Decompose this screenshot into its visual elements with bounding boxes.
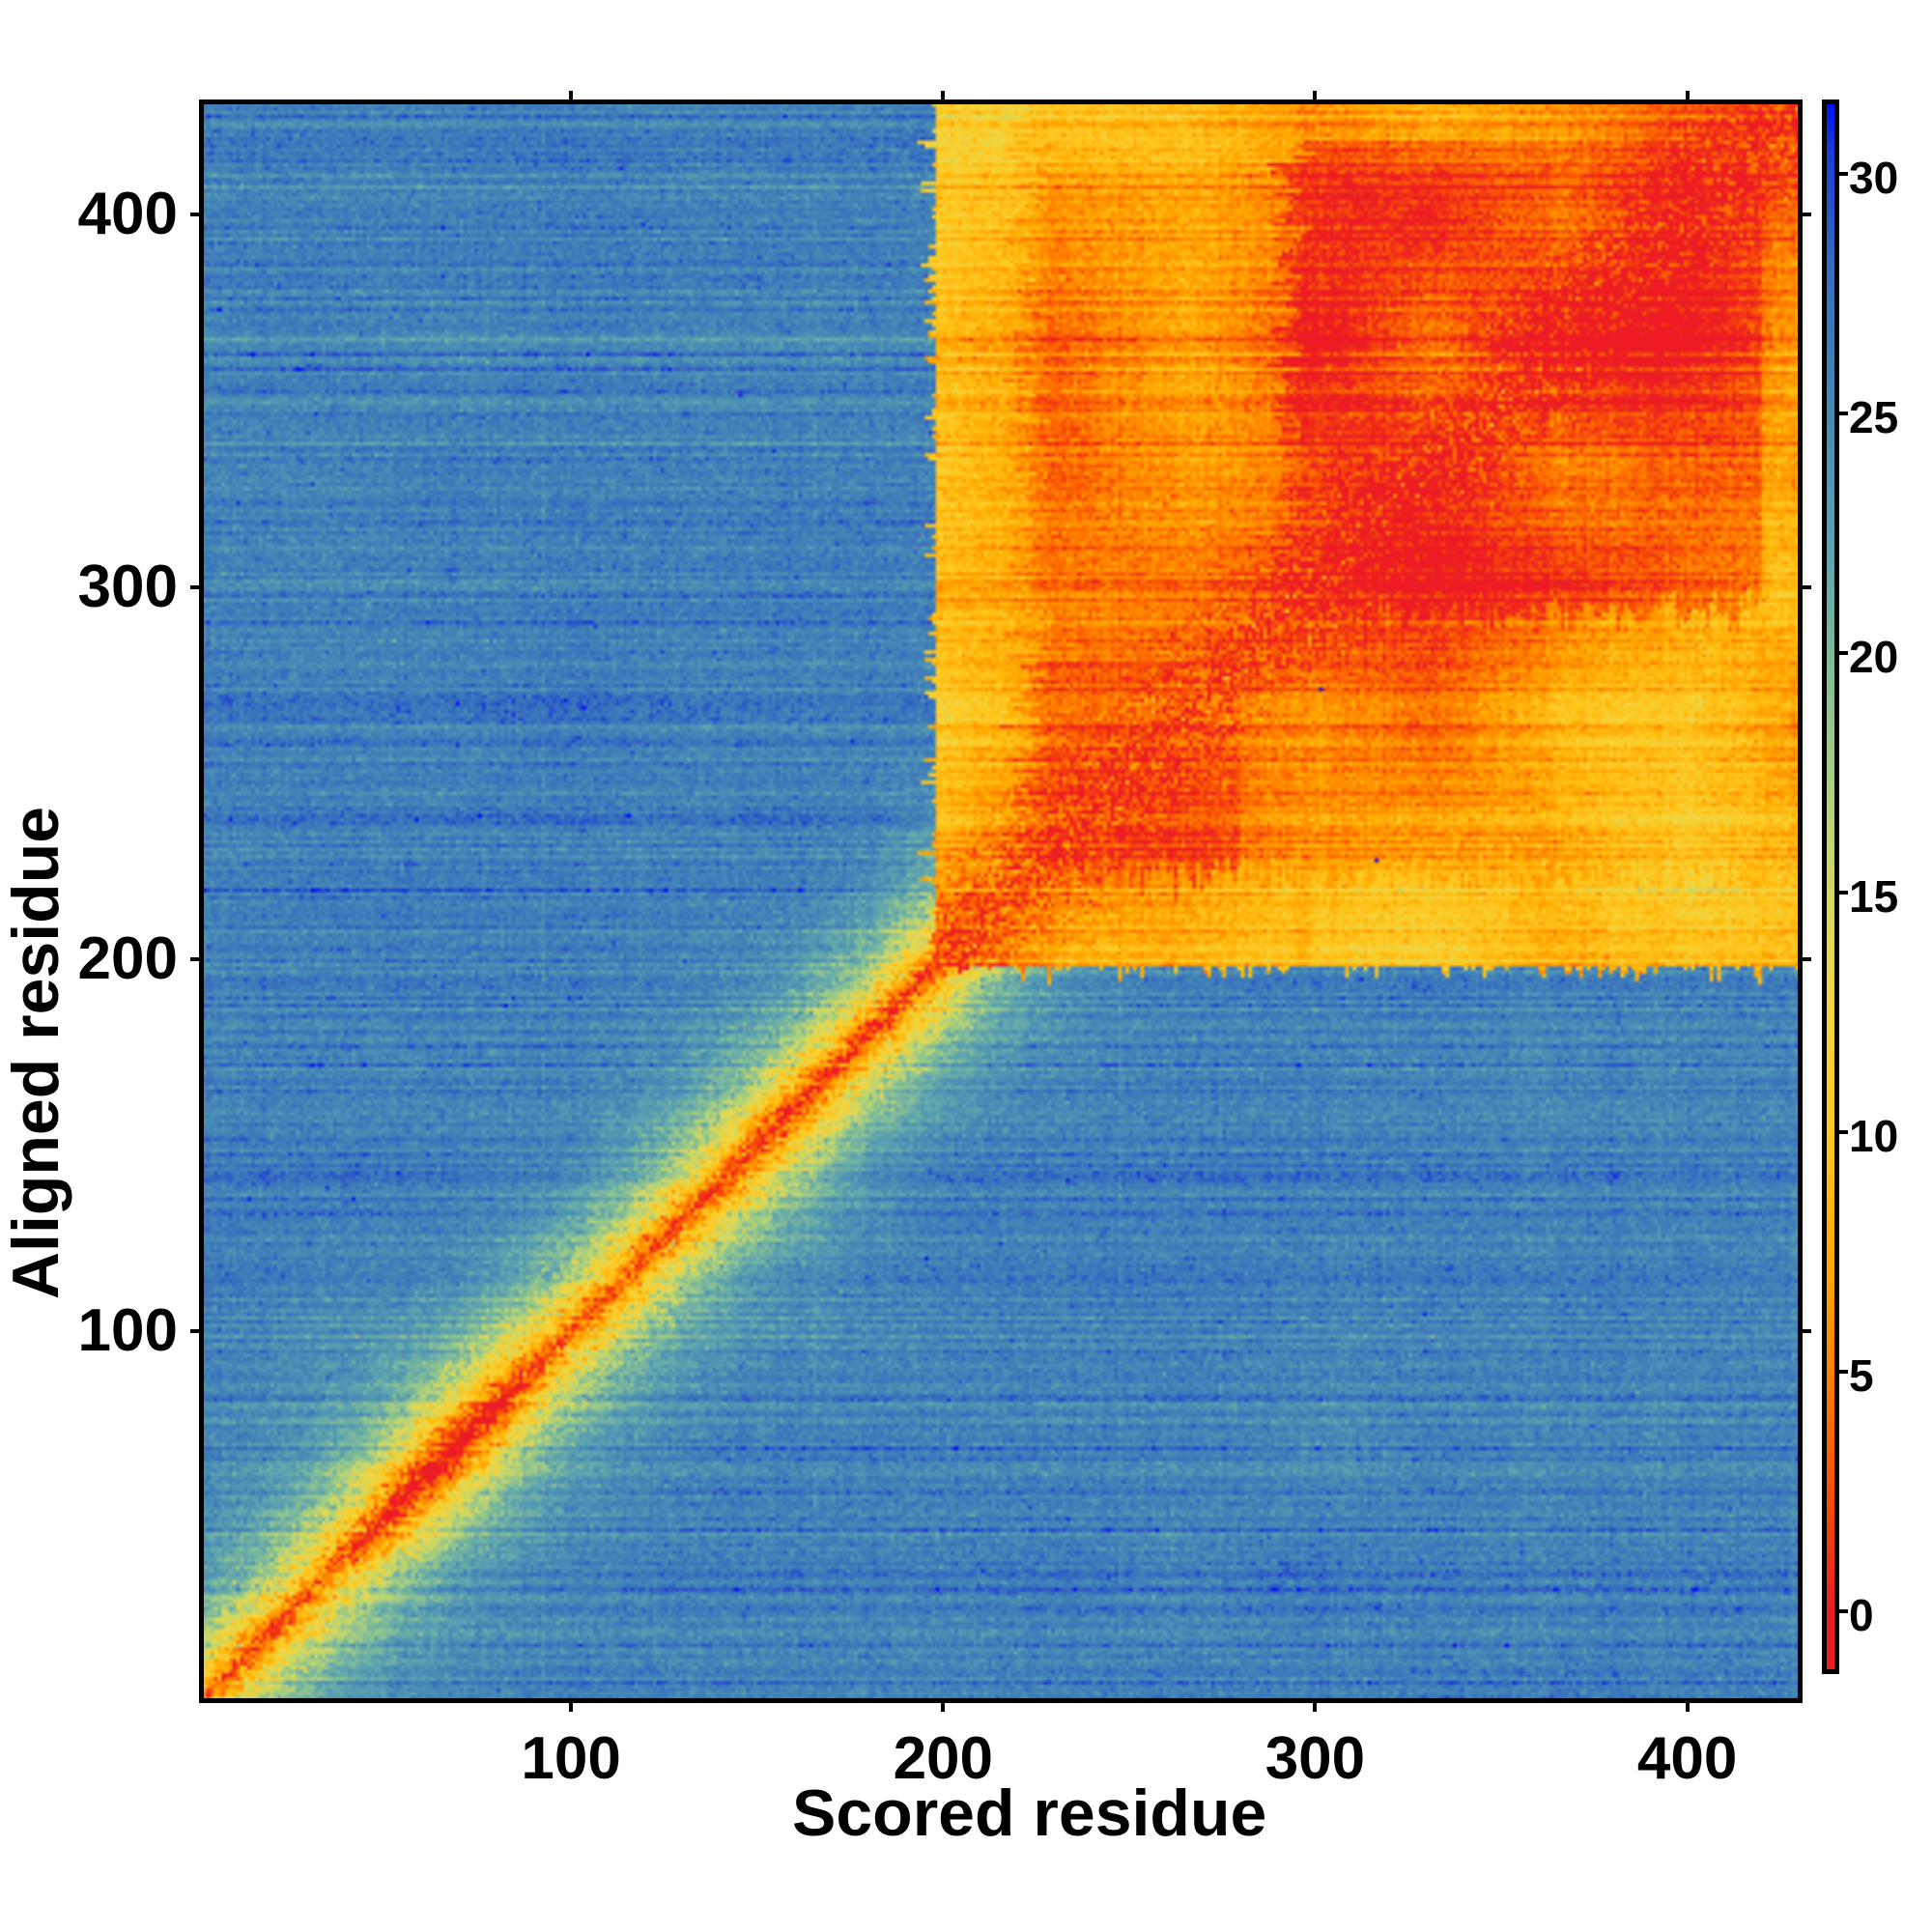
svg-text:Aligned residue: Aligned residue	[0, 807, 72, 1299]
